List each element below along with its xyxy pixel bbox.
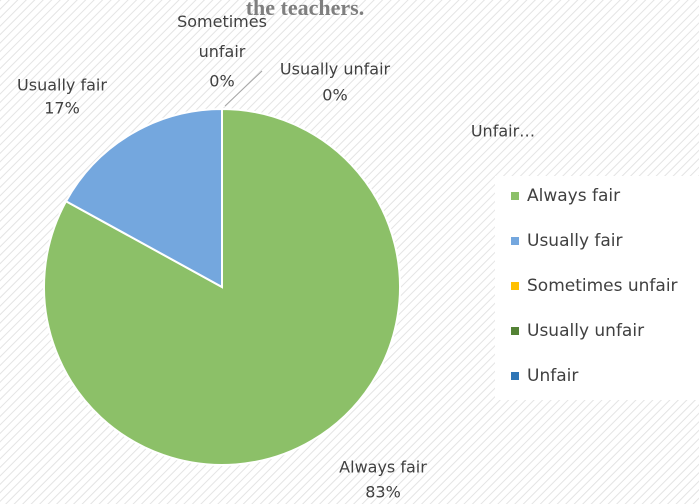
legend-label: Always fair <box>527 186 620 206</box>
legend-label: Unfair <box>527 366 578 386</box>
leader-line <box>224 70 263 107</box>
data-label-value: 0% <box>322 86 347 105</box>
data-label-name: Usually unfair <box>280 60 391 79</box>
legend-swatch <box>511 372 519 380</box>
legend-swatch <box>511 237 519 245</box>
legend-label: Usually unfair <box>527 321 644 341</box>
data-label-name: Sometimes unfair <box>177 12 267 61</box>
chart-title: the teachers. <box>246 0 365 20</box>
data-label-name: Always fair <box>339 458 427 477</box>
legend-swatch <box>511 327 519 335</box>
data-label-value: 17% <box>44 99 80 118</box>
data-label-value: 83% <box>365 483 401 502</box>
data-label-name: Unfair… <box>471 122 535 141</box>
legend-swatch <box>511 192 519 200</box>
pie-slice <box>64 107 223 289</box>
legend-label: Sometimes unfair <box>527 276 678 296</box>
legend-label: Usually fair <box>527 231 623 251</box>
data-label-value: 0% <box>209 72 234 91</box>
legend-swatch <box>511 282 519 290</box>
legend-box <box>495 176 699 400</box>
data-label-name: Usually fair <box>17 76 107 95</box>
pie-slice <box>43 107 401 466</box>
